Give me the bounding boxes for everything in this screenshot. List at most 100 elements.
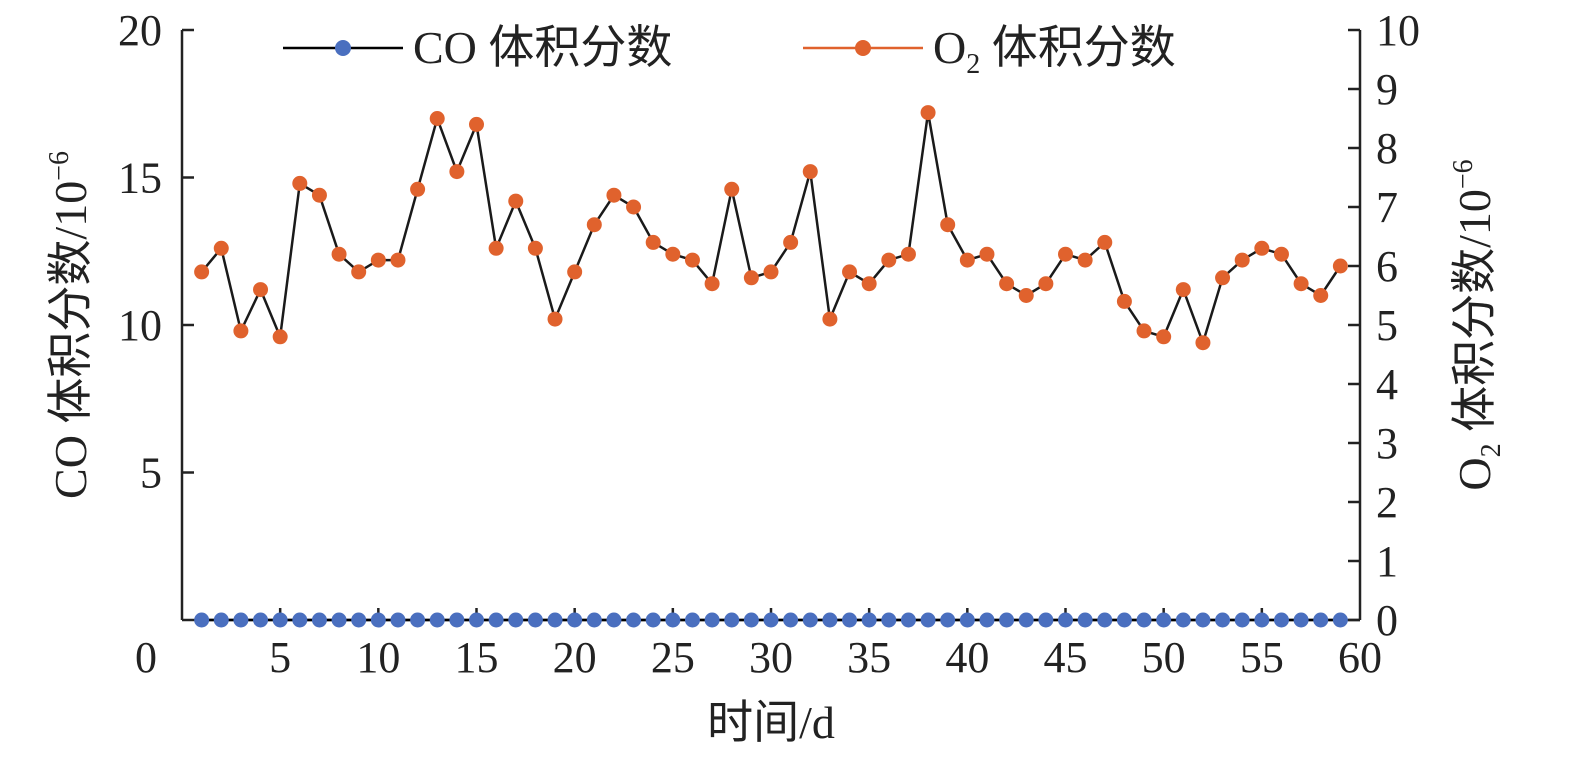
right-y-tick-label: 7	[1376, 183, 1398, 232]
x-tick-label: 40	[945, 633, 989, 682]
data-point-o2	[763, 264, 779, 280]
data-point-co	[665, 612, 681, 628]
x-tick-label: 55	[1240, 633, 1284, 682]
x-tick-label: 15	[455, 633, 499, 682]
data-point-co	[1293, 612, 1309, 628]
data-point-o2	[645, 234, 661, 250]
left-y-tick-label: 5	[140, 449, 162, 498]
data-point-o2	[1077, 252, 1093, 268]
data-point-co	[272, 612, 288, 628]
data-point-o2	[1097, 234, 1113, 250]
data-point-o2	[1234, 252, 1250, 268]
data-point-o2	[331, 246, 347, 262]
legend-o2-label-o: O	[933, 22, 966, 73]
data-point-co	[1097, 612, 1113, 628]
data-point-o2	[959, 252, 975, 268]
data-point-co	[684, 612, 700, 628]
left-y-label-exp: −6	[44, 151, 75, 181]
data-point-co	[842, 612, 858, 628]
data-point-o2	[429, 111, 445, 126]
data-point-co	[469, 612, 484, 628]
x-axis-label: 时间/d	[707, 697, 835, 748]
right-y-label-exp: −6	[1448, 159, 1479, 189]
data-point-co	[881, 612, 897, 628]
data-point-co	[626, 612, 642, 628]
right-y-tick-label: 3	[1376, 419, 1398, 468]
x-tick-label: 35	[847, 633, 891, 682]
data-point-co	[900, 612, 916, 628]
data-point-co	[999, 612, 1015, 628]
right-y-tick-label: 10	[1376, 6, 1420, 55]
right-y-tick-label: 0	[1376, 596, 1398, 645]
data-point-o2	[370, 252, 386, 268]
data-point-o2	[979, 246, 995, 262]
data-point-o2	[586, 217, 602, 233]
data-point-o2	[351, 264, 367, 280]
data-point-co	[527, 612, 543, 628]
right-y-label-o: O	[1449, 457, 1500, 490]
legend-o2-marker	[855, 40, 871, 56]
data-point-co	[783, 612, 799, 628]
svg-text:O2 体积分数/10−6: O2 体积分数/10−6	[1448, 159, 1507, 490]
data-point-co	[370, 612, 386, 628]
left-y-tick-label: 15	[118, 154, 162, 203]
x-tick-label: 50	[1142, 633, 1186, 682]
data-point-co	[704, 612, 720, 628]
data-point-o2	[469, 116, 484, 132]
x-tick-label: 30	[749, 633, 793, 682]
data-point-o2	[233, 323, 249, 339]
data-point-co	[390, 612, 406, 628]
data-point-co	[233, 612, 249, 628]
data-point-o2	[900, 246, 916, 262]
data-point-co	[194, 612, 210, 628]
data-point-o2	[1038, 276, 1054, 292]
right-y-tick-label: 1	[1376, 537, 1398, 586]
x-tick-label: 45	[1044, 633, 1088, 682]
data-point-o2	[665, 246, 681, 262]
right-y-axis-label: O2 体积分数/10−6	[1448, 159, 1507, 490]
data-point-o2	[606, 187, 622, 203]
data-point-co	[1058, 612, 1073, 628]
data-point-co	[351, 612, 367, 628]
data-point-o2	[253, 282, 269, 298]
x-tick-label: 60	[1338, 633, 1382, 682]
data-point-o2	[311, 187, 327, 203]
data-point-co	[253, 612, 269, 628]
data-point-co	[959, 612, 975, 628]
data-point-o2	[213, 240, 229, 256]
data-point-o2	[1175, 282, 1191, 298]
x-ticks: 0 5 10 15 20 25 30 35 40 45 50 55 60	[135, 608, 1382, 682]
data-point-co	[1195, 612, 1211, 628]
data-point-co	[1018, 612, 1034, 628]
svg-text:CO 体积分数/10−6: CO 体积分数/10−6	[44, 151, 96, 499]
right-y-tick-label: 2	[1376, 478, 1398, 527]
left-y-ticks: 5 10 15 20	[118, 6, 194, 498]
data-point-co	[802, 612, 818, 628]
x-tick-label: 0	[135, 633, 157, 682]
data-point-o2	[1136, 323, 1152, 339]
data-point-o2	[508, 193, 524, 209]
data-point-o2	[449, 164, 465, 180]
data-point-o2	[1313, 288, 1329, 303]
data-point-co	[1136, 612, 1152, 628]
data-point-o2	[390, 252, 406, 268]
data-point-o2	[488, 240, 504, 256]
data-point-o2	[940, 217, 956, 233]
legend-o2: O2 体积分数	[803, 22, 1176, 80]
data-point-co	[861, 612, 877, 628]
data-point-co	[724, 612, 740, 628]
left-y-tick-label: 20	[118, 6, 162, 55]
data-point-o2	[626, 199, 642, 215]
data-point-o2	[292, 175, 308, 191]
data-point-co	[311, 612, 327, 628]
data-point-co	[763, 612, 779, 628]
data-point-co	[567, 612, 583, 628]
data-point-co	[979, 612, 995, 628]
data-point-co	[606, 612, 622, 628]
data-point-o2	[881, 252, 897, 268]
data-point-co	[449, 612, 465, 628]
data-point-o2	[1018, 288, 1034, 303]
data-point-o2	[861, 276, 877, 292]
data-point-o2	[802, 164, 818, 180]
